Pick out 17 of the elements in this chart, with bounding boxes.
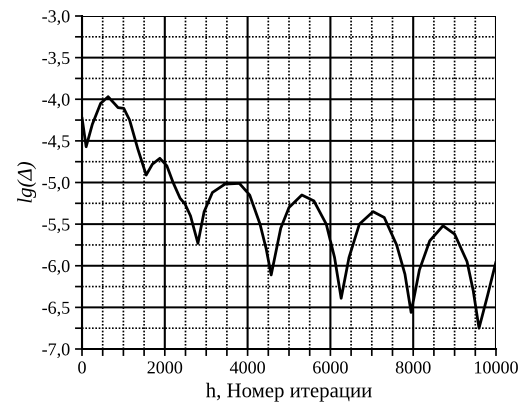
y-tick-label: -5,0 (42, 176, 70, 192)
y-axis-title: lg(Δ) (17, 162, 36, 203)
x-tick-label: 10000 (475, 361, 518, 374)
y-tick-label: -4,5 (42, 135, 70, 150)
y-tick-label: -3,5 (42, 52, 70, 67)
y-tick-label: -3,0 (42, 10, 70, 26)
x-axis-title: h, Номер итерации (206, 382, 372, 402)
x-tick-label: 4000 (230, 361, 265, 374)
y-tick-label: -5,5 (42, 218, 70, 234)
x-tick-label: 8000 (396, 361, 431, 374)
x-tick-label: 2000 (148, 361, 182, 374)
y-tick-label: -7,0 (42, 343, 70, 358)
y-tick-label: -4,0 (42, 94, 70, 108)
x-tick-label: 6000 (313, 361, 348, 374)
y-tick-label: -6,5 (42, 302, 70, 316)
x-tick-label: 0 (78, 361, 86, 374)
y-tick-label: -6,0 (42, 260, 70, 275)
